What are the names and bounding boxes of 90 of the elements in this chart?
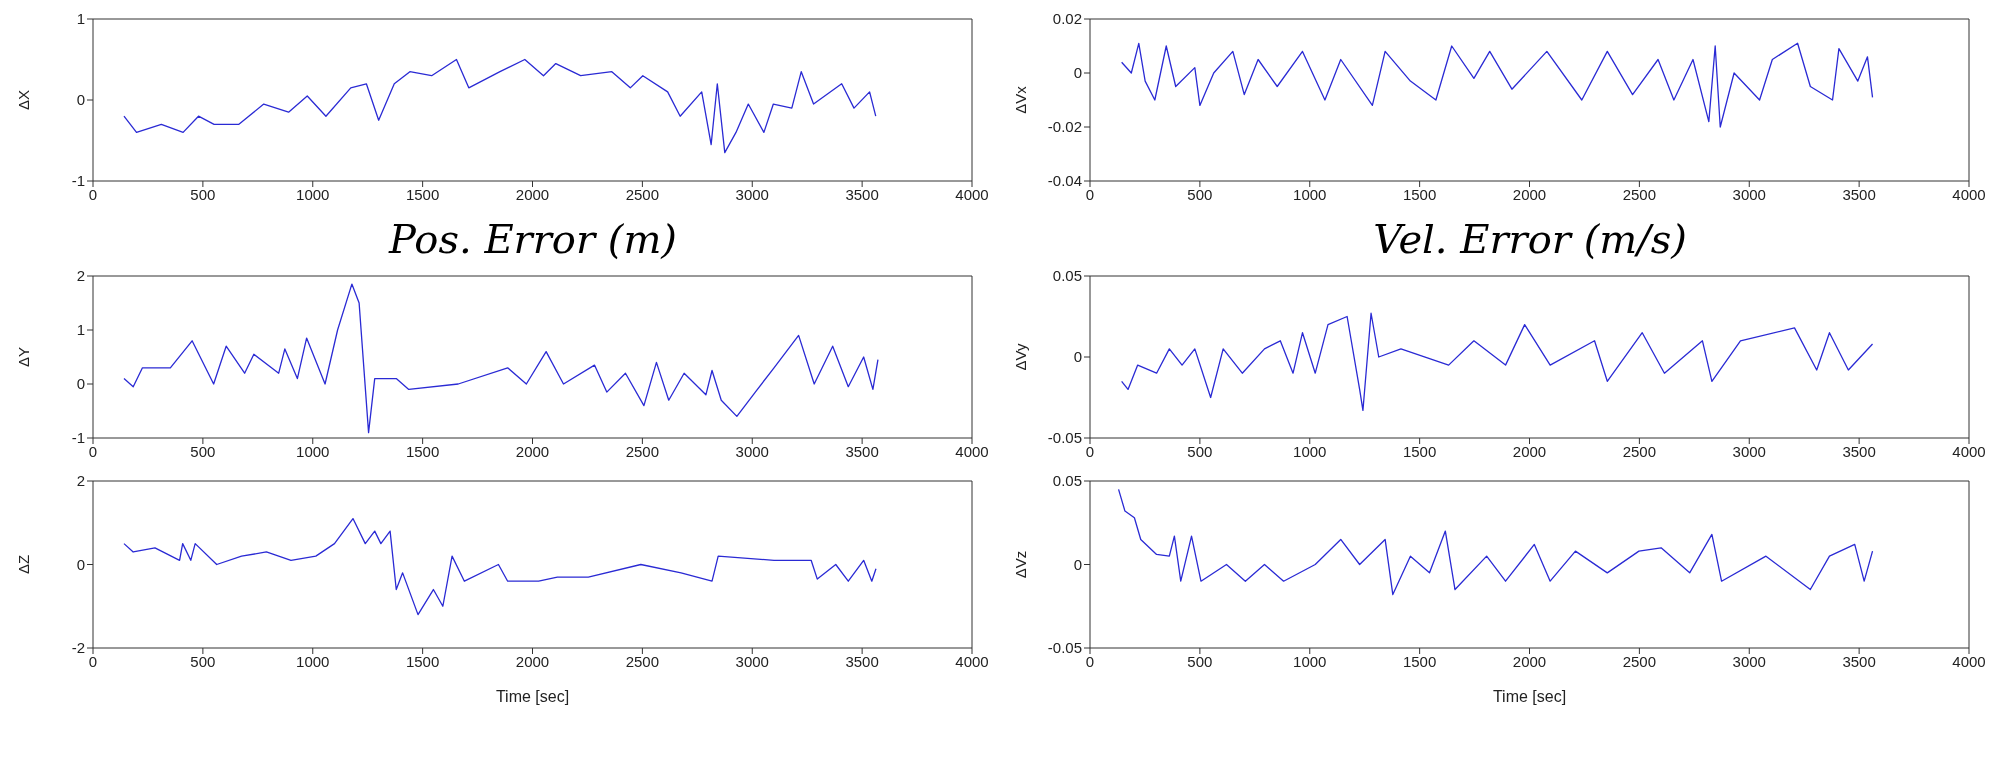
line-series (1117, 488, 1874, 596)
x-tick-label: 1500 (1402, 442, 1437, 460)
x-tick-label: 2500 (625, 442, 660, 460)
x-tick-label: 3500 (1842, 185, 1876, 203)
y-axis-title: ΔY (15, 346, 33, 368)
x-tick-label: 0 (88, 652, 98, 670)
y-tick-label: 0.05 (1052, 472, 1082, 490)
x-tick-label: 2000 (515, 442, 550, 460)
y-axis-title: ΔVy (1012, 343, 1030, 371)
y-tick-label: 0.05 (1052, 267, 1082, 285)
x-tick-label: 500 (190, 185, 216, 203)
x-tick-label: 500 (1187, 652, 1213, 670)
y-tick-label: 1 (76, 10, 85, 28)
x-tick-label: 4000 (1952, 652, 1986, 670)
y-axis-title: ΔVz (1012, 550, 1030, 579)
x-tick-label: 1000 (296, 185, 330, 203)
x-tick-label: 4000 (1952, 442, 1986, 460)
x-tick-label: 2000 (1512, 442, 1547, 460)
x-tick-label: 1000 (1293, 442, 1327, 460)
x-tick-label: 2500 (1622, 652, 1657, 670)
line-series (123, 283, 879, 434)
x-tick-label: 2000 (1512, 652, 1547, 670)
line-series (1120, 312, 1874, 412)
y-tick-label: -2 (71, 639, 85, 657)
x-tick-label: 4000 (955, 652, 989, 670)
chart-title: Pos. Error (m) (387, 215, 678, 264)
x-tick-label: 0 (1085, 442, 1095, 460)
x-tick-label: 2000 (1512, 185, 1547, 203)
x-tick-label: 3000 (1732, 185, 1766, 203)
x-tick-label: 1000 (1293, 185, 1327, 203)
y-tick-label: -0.04 (1047, 172, 1082, 190)
x-tick-label: 4000 (955, 442, 989, 460)
y-axis-title: ΔX (15, 89, 33, 111)
x-tick-label: 500 (190, 652, 216, 670)
y-tick-label: 2 (76, 267, 85, 285)
y-tick-label: 1 (76, 321, 85, 339)
line-series (123, 517, 877, 616)
y-tick-label: 0 (1073, 348, 1082, 366)
line-series (123, 58, 877, 154)
y-tick-label: 0.02 (1052, 10, 1082, 28)
x-tick-label: 3000 (735, 652, 769, 670)
x-tick-label: 500 (1187, 442, 1213, 460)
x-tick-label: 3500 (845, 185, 879, 203)
y-tick-label: -0.02 (1047, 118, 1082, 136)
x-tick-label: 1500 (1402, 185, 1437, 203)
y-tick-label: 2 (76, 472, 85, 490)
x-tick-label: 0 (1085, 652, 1095, 670)
x-axis-title: Time [sec] (495, 688, 570, 705)
x-tick-label: 2500 (1622, 442, 1657, 460)
x-tick-label: 2000 (515, 185, 550, 203)
x-axis-title: Time [sec] (1492, 688, 1567, 705)
y-axis-title: ΔZ (15, 554, 33, 575)
line-series (1120, 42, 1874, 128)
x-tick-label: 3500 (845, 652, 879, 670)
x-tick-label: 1500 (1402, 652, 1437, 670)
y-axis-title: ΔVx (1012, 85, 1030, 114)
x-tick-label: 500 (190, 442, 216, 460)
x-tick-label: 3500 (845, 442, 879, 460)
x-tick-label: 3000 (735, 185, 769, 203)
x-tick-label: 2000 (515, 652, 550, 670)
x-tick-label: 3500 (1842, 442, 1876, 460)
y-tick-label: 0 (76, 375, 85, 393)
x-tick-label: 2500 (625, 652, 660, 670)
x-tick-label: 1000 (1293, 652, 1327, 670)
x-tick-label: 500 (1187, 185, 1213, 203)
y-tick-label: 0 (76, 91, 85, 109)
y-tick-label: 0 (1073, 555, 1082, 573)
x-tick-label: 1000 (296, 652, 330, 670)
x-tick-label: 0 (88, 442, 98, 460)
x-tick-label: 2500 (625, 185, 660, 203)
x-tick-label: 1500 (405, 442, 440, 460)
y-tick-label: -1 (71, 172, 85, 190)
x-tick-label: 3500 (1842, 652, 1876, 670)
x-tick-label: 0 (1085, 185, 1095, 203)
x-tick-label: 0 (88, 185, 98, 203)
x-tick-label: 2500 (1622, 185, 1657, 203)
y-tick-label: -0.05 (1047, 429, 1082, 447)
chart-title: Vel. Error (m/s) (1372, 215, 1688, 264)
y-tick-label: 0 (1073, 64, 1082, 82)
x-tick-label: 1500 (405, 185, 440, 203)
x-tick-label: 4000 (955, 185, 989, 203)
y-tick-label: -1 (71, 429, 85, 447)
x-tick-label: 4000 (1952, 185, 1986, 203)
x-tick-label: 3000 (1732, 652, 1766, 670)
y-tick-label: -0.05 (1047, 639, 1082, 657)
x-tick-label: 3000 (735, 442, 769, 460)
x-tick-label: 1500 (405, 652, 440, 670)
x-tick-label: 3000 (1732, 442, 1766, 460)
y-tick-label: 0 (76, 555, 85, 573)
x-tick-label: 1000 (296, 442, 330, 460)
